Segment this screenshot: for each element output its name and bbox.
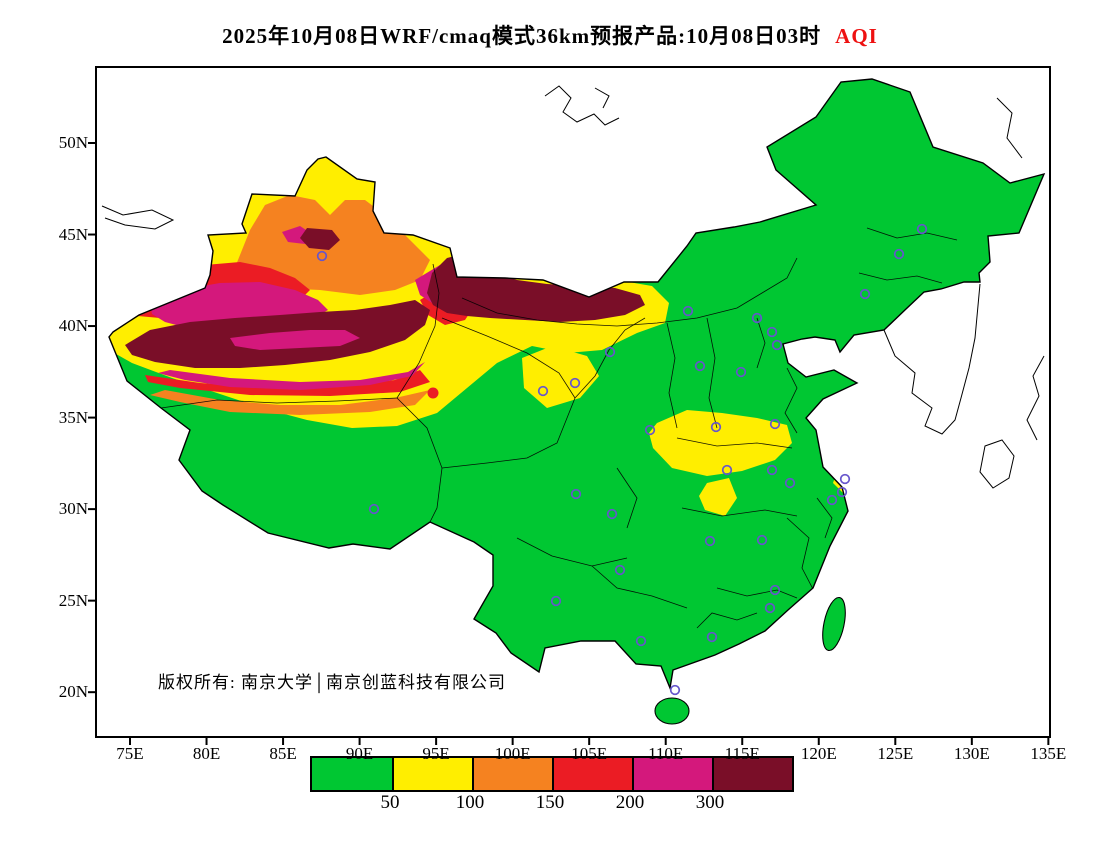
city-marker <box>682 305 694 317</box>
city-marker <box>826 494 838 506</box>
city-marker <box>721 464 733 476</box>
city-markers-layer <box>316 223 928 696</box>
page-title: 2025年10月08日WRF/cmaq模式36km预报产品:10月08日03时 A… <box>0 20 1100 50</box>
city-marker <box>569 377 581 389</box>
city-marker <box>644 424 656 436</box>
aqi-region-yellow-hubei <box>699 478 737 516</box>
legend-color-box <box>312 758 392 790</box>
x-axis-label: 120E <box>800 744 837 763</box>
x-axis-label: 130E <box>953 744 990 763</box>
aqi-region-yellow-sw <box>413 536 439 568</box>
x-axis-label: 85E <box>269 744 297 763</box>
city-marker <box>550 595 562 607</box>
x-axis-label: 90E <box>345 744 374 763</box>
city-marker <box>756 534 768 546</box>
city-marker <box>859 288 871 300</box>
aqi-region-orange-south <box>150 390 430 415</box>
y-axis-label: 45N <box>58 224 88 244</box>
aqi-field-layer <box>109 79 1044 688</box>
y-axis-label: 40N <box>58 316 88 336</box>
kazakh-lake-outline <box>101 205 175 230</box>
x-axis-label: 115E <box>724 744 760 763</box>
x-axis-label: 100E <box>494 744 531 763</box>
legend-color-box <box>632 758 712 790</box>
city-marker <box>769 584 781 596</box>
city-marker <box>769 418 781 430</box>
legend-color-box <box>392 758 472 790</box>
x-axis-label: 110E <box>648 744 684 763</box>
city-marker <box>606 508 618 520</box>
city-marker <box>764 602 776 614</box>
legend-value-label: 100 <box>455 792 485 813</box>
y-axis-label: 30N <box>58 499 88 519</box>
aqi-region-magenta-stripe <box>230 330 360 350</box>
city-marker <box>766 326 778 338</box>
axis-ticks <box>88 142 1050 745</box>
city-marker <box>839 473 851 485</box>
title-main: 2025年10月08日WRF/cmaq模式36km预报产品:10月08日03时 <box>222 24 822 48</box>
city-marker <box>771 339 783 351</box>
aqi-legend-labels: 50 100 150 200 300 <box>310 792 810 816</box>
city-marker <box>710 421 722 433</box>
copyright: 版权所有: 南京大学│南京创蓝科技有限公司 <box>158 673 507 692</box>
city-marker <box>537 385 549 397</box>
legend-value-label: 200 <box>615 792 645 813</box>
city-marker <box>604 346 616 358</box>
city-marker <box>836 486 848 498</box>
china-aqi-map <box>88 66 1051 745</box>
x-axis-label: 80E <box>192 744 221 763</box>
city-marker <box>635 635 647 647</box>
x-axis-label: 95E <box>422 744 450 763</box>
aqi-region-red-south <box>145 370 430 396</box>
aqi-region-yellow-central <box>649 410 792 476</box>
x-axis-label: 75E <box>116 744 144 763</box>
aqi-region-maroon-top-spot <box>300 228 340 250</box>
city-marker <box>766 464 778 476</box>
aqi-region-magenta-south <box>158 362 425 390</box>
city-marker <box>735 366 747 378</box>
city-marker <box>784 477 796 489</box>
x-axis-label: 135E <box>1030 744 1067 763</box>
honshu-coast-outline <box>1026 355 1045 441</box>
city-marker <box>614 564 626 576</box>
russia-river-lines <box>544 85 620 126</box>
city-marker <box>706 631 718 643</box>
city-marker <box>669 684 681 696</box>
legend-value-label: 300 <box>695 792 725 813</box>
city-marker <box>570 488 582 500</box>
sakhalin-coast-line <box>996 97 1023 159</box>
city-marker <box>893 248 905 260</box>
city-marker <box>368 503 380 515</box>
province-borders <box>160 227 958 629</box>
legend-color-box <box>712 758 792 790</box>
hainan-island <box>654 697 690 725</box>
city-marker <box>916 223 928 235</box>
city-marker <box>704 535 716 547</box>
legend-value-label: 50 <box>380 792 400 813</box>
x-axis-label: 105E <box>571 744 608 763</box>
korea-outline <box>883 283 981 435</box>
legend-value-label: 150 <box>535 792 565 813</box>
y-axis-label: 25N <box>58 590 88 610</box>
legend-color-box <box>552 758 632 790</box>
legend-color-box <box>472 758 552 790</box>
kyushu-island-outline <box>979 439 1015 489</box>
x-axis-label: 125E <box>877 744 914 763</box>
title-variable-aqi: AQI <box>835 24 878 48</box>
taiwan-island <box>822 596 846 652</box>
city-marker <box>316 250 328 262</box>
y-axis-label: 35N <box>58 407 88 427</box>
aqi-legend <box>310 756 794 792</box>
city-marker <box>694 360 706 372</box>
aqi-region-red-spot <box>427 387 439 399</box>
y-axis-label: 20N <box>58 682 88 702</box>
city-marker <box>751 312 763 324</box>
y-axis-label: 50N <box>58 133 88 152</box>
